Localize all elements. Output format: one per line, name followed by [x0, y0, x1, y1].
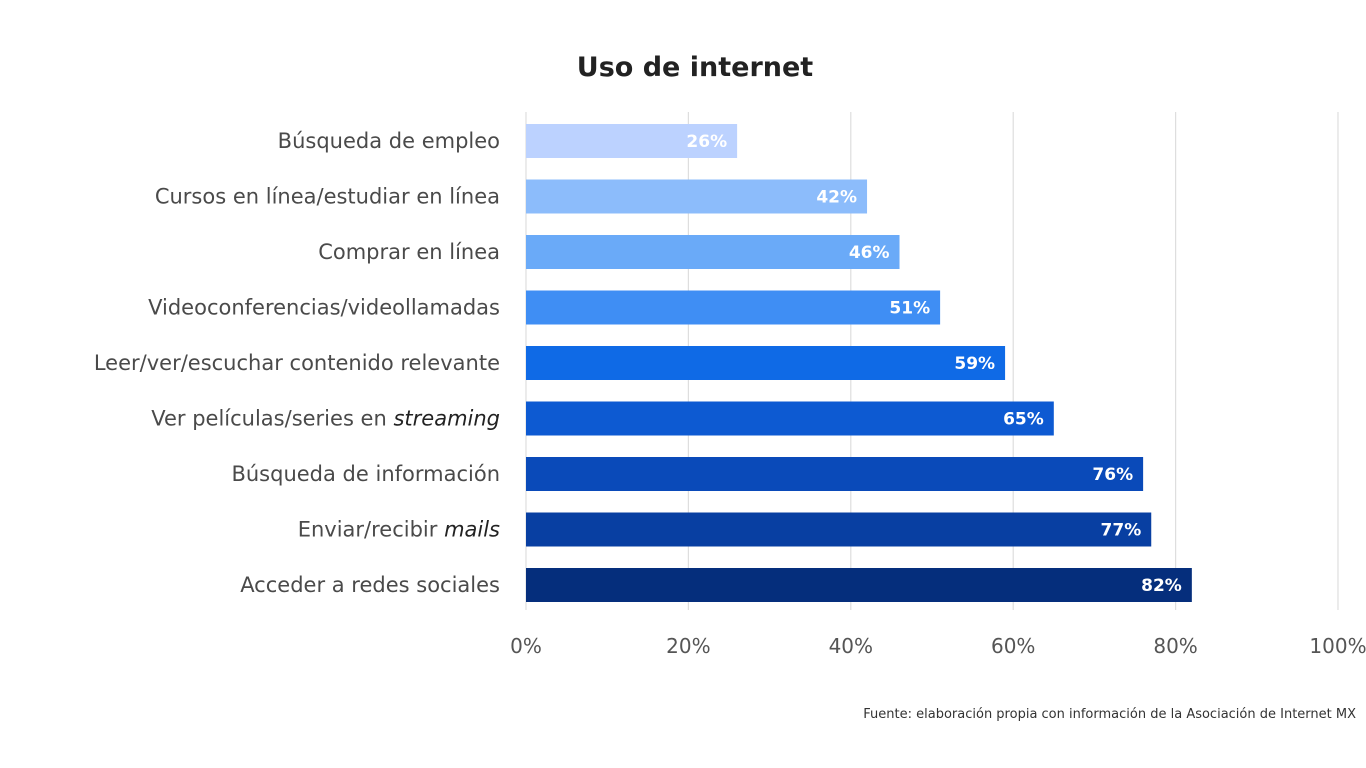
bar [526, 124, 738, 158]
source-note: Fuente: elaboración propia con informaci… [863, 707, 1356, 722]
category-labels: Búsqueda de empleo Cursos en línea/estudi… [94, 129, 500, 597]
x-tick-label: 80% [1153, 634, 1197, 658]
data-label: 59% [954, 354, 995, 374]
data-label: 51% [889, 299, 930, 319]
category-label: Videoconferencias/videollamadas [148, 296, 500, 320]
x-tick-label: 0% [510, 634, 542, 658]
bar [526, 401, 1054, 436]
data-label: 46% [849, 243, 890, 263]
bar [526, 235, 900, 269]
bar [526, 512, 1152, 547]
category-label: Comprar en línea [318, 240, 500, 264]
data-label: 76% [1092, 465, 1133, 485]
data-label: 77% [1101, 521, 1142, 541]
bar [526, 290, 941, 325]
category-label: Acceder a redes sociales [240, 573, 500, 597]
chart-title: Uso de internet [576, 52, 814, 83]
category-label: Enviar/recibir mails [298, 518, 500, 542]
data-label: 82% [1141, 576, 1182, 596]
category-label: Búsqueda de información [231, 462, 500, 486]
category-label: Cursos en línea/estudiar en línea [155, 185, 500, 209]
data-label: 42% [816, 188, 857, 208]
category-label: Ver películas/series en streaming [151, 407, 500, 431]
x-tick-label: 60% [991, 634, 1035, 658]
bars: 26% 42% 46% 51% 59% 65% 76% 77% 82% [526, 124, 1192, 602]
x-axis-tick-labels: 0% 20% 40% 60% 80% 100% [510, 634, 1366, 658]
data-label: 26% [686, 132, 727, 152]
x-tick-label: 100% [1309, 634, 1366, 658]
bar [526, 179, 868, 214]
bar [526, 568, 1192, 602]
bar [526, 346, 1006, 380]
category-label: Leer/ver/escuchar contenido relevante [94, 351, 500, 375]
category-label: Búsqueda de empleo [278, 129, 500, 153]
data-label: 65% [1003, 410, 1044, 430]
x-tick-label: 20% [666, 634, 710, 658]
bar [526, 457, 1144, 491]
x-tick-label: 40% [829, 634, 873, 658]
